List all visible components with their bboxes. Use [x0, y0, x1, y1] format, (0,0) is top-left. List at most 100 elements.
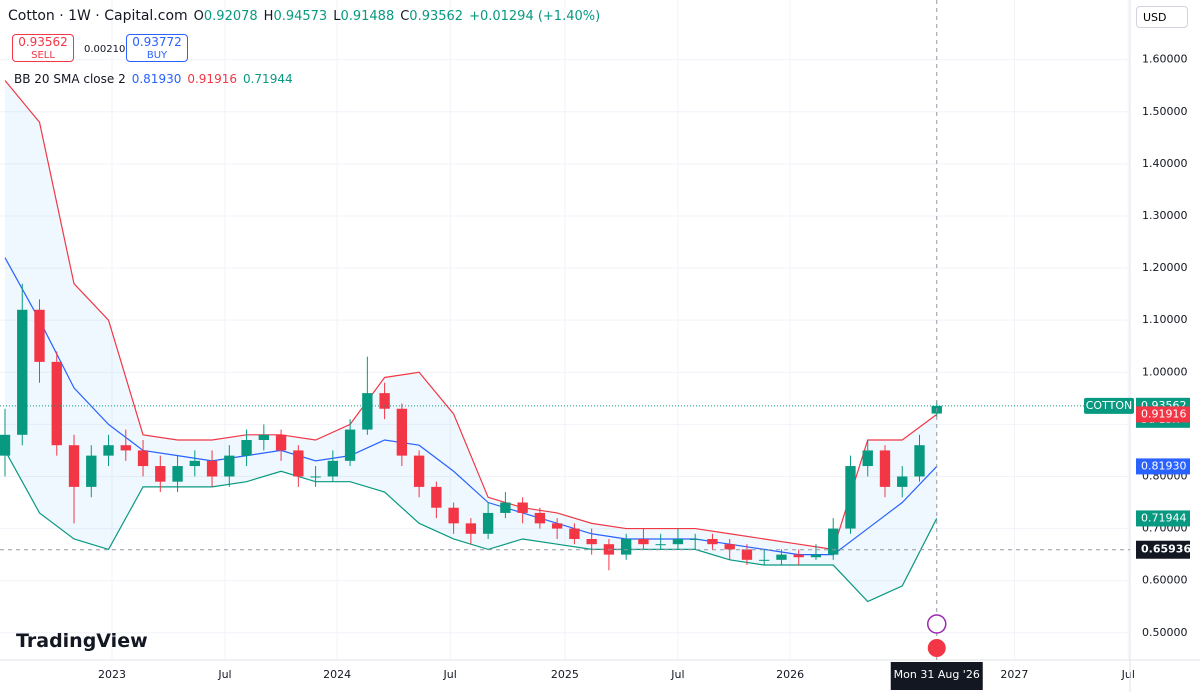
crosshair-date-text: Mon 31 Aug '26 — [894, 668, 980, 681]
candle-body — [638, 538, 649, 545]
event-icon — [927, 639, 946, 657]
x-tick-label: Jul — [670, 668, 684, 681]
x-tick-label: 2023 — [98, 668, 126, 681]
candle-body — [172, 466, 183, 482]
symbol-tag — [1084, 397, 1134, 414]
candle-body — [17, 309, 28, 435]
candle-body — [724, 544, 735, 550]
ohlc-c: C0.93562 — [400, 9, 463, 24]
indicator-legend: BB 20 SMA close 2 0.81930 0.91916 0.7194… — [14, 72, 293, 86]
ohlc-key: O — [193, 8, 204, 24]
candle-body — [810, 554, 822, 558]
buy-label: BUY — [146, 50, 168, 61]
buy-price: 0.93772 — [132, 35, 182, 49]
candle-body — [793, 554, 804, 558]
candle-body — [344, 429, 356, 461]
candle-body — [206, 460, 218, 477]
x-tick-label: Jul — [1121, 668, 1135, 681]
candle-body — [776, 554, 787, 560]
crosshair-price-tag — [1136, 540, 1190, 559]
ohlc-key: H — [263, 8, 274, 24]
candle-body — [310, 476, 321, 478]
change: +0.01294 (+1.40%) — [469, 8, 601, 24]
ohlc-value: 0.92078 — [203, 8, 258, 24]
candle-body — [914, 445, 925, 477]
candle-body — [897, 476, 908, 487]
candle-body — [448, 507, 459, 524]
x-tick-label: 2026 — [776, 668, 804, 681]
y-tick-label: 1.20000 — [1142, 261, 1188, 274]
ohlc-value: 0.93562 — [409, 8, 464, 24]
candle-body — [655, 544, 666, 546]
crosshair-price-text: 0.65936 — [1141, 543, 1191, 556]
sell-price: 0.93562 — [18, 35, 68, 49]
candle-body — [828, 528, 839, 555]
ohlc-h: H0.94573 — [264, 9, 328, 24]
indicator-value: 0.81930 — [131, 72, 182, 86]
candle-body — [120, 445, 131, 451]
spread: 0.00210 — [84, 44, 126, 55]
candle-body — [137, 450, 149, 467]
price-tag — [1136, 510, 1190, 527]
candle-body — [482, 512, 494, 534]
candle-body — [293, 450, 304, 477]
candle-body — [500, 502, 511, 513]
ohlc-o: O0.92078 — [194, 9, 258, 24]
band-upper — [4, 80, 938, 551]
symbol-tag-text: COTTON — [1086, 399, 1132, 412]
symbol-title: Cotton · 1W · Capital.com — [8, 8, 188, 24]
candle-body — [431, 486, 442, 508]
candle-body — [155, 466, 166, 482]
candle-body — [241, 440, 252, 456]
ohlc-value: 0.91488 — [340, 8, 395, 24]
candle-body — [586, 538, 597, 545]
ohlc-value: 0.94573 — [273, 8, 328, 24]
candle-body — [224, 455, 235, 477]
price-tag-text: 0.91916 — [1141, 407, 1187, 420]
candle-body — [68, 445, 80, 487]
price-tag-text: 0.71944 — [1141, 511, 1187, 524]
currency-select[interactable]: USD — [1136, 6, 1188, 28]
candle-body — [534, 512, 546, 524]
ohlc-key: C — [400, 8, 410, 24]
candle-body — [551, 523, 563, 529]
candle-body — [51, 361, 62, 446]
brand: TradingView — [16, 630, 148, 652]
candle-body — [759, 559, 770, 561]
indicator-value: 0.71944 — [242, 72, 293, 86]
y-tick-label: 1.40000 — [1142, 157, 1188, 170]
price-tag — [1136, 458, 1190, 475]
crosshair-date-tag — [890, 662, 983, 690]
candle-body — [275, 434, 287, 451]
candle-body — [327, 460, 339, 477]
candle-body — [103, 445, 114, 456]
ohlc-key: L — [333, 8, 341, 24]
candle-body — [672, 538, 684, 545]
candle-body — [258, 434, 269, 440]
x-tick-label: Jul — [217, 668, 231, 681]
y-tick-label: 1.60000 — [1142, 53, 1188, 66]
y-tick-label: 0.60000 — [1142, 574, 1188, 587]
candle-body — [862, 450, 873, 467]
buy-button[interactable]: 0.93772 BUY — [126, 34, 188, 62]
candle-body — [707, 538, 718, 545]
y-tick-label: 1.30000 — [1142, 209, 1188, 222]
x-tick-label: 2024 — [323, 668, 351, 681]
candle-body — [879, 450, 891, 487]
price-tag-text: 0.81930 — [1141, 459, 1187, 472]
y-tick-label: 1.50000 — [1142, 105, 1188, 118]
x-tick-label: Jul — [443, 668, 457, 681]
sell-button[interactable]: 0.93562 SELL — [12, 34, 74, 62]
candle-body — [620, 538, 632, 555]
candle-body — [517, 502, 528, 513]
indicator-name: BB 20 SMA close 2 — [14, 72, 126, 86]
y-tick-label: 0.50000 — [1142, 626, 1188, 639]
candle-body — [569, 528, 580, 539]
price-tag — [1136, 406, 1190, 423]
candle-body — [34, 309, 45, 362]
header: Cotton · 1W · Capital.com O0.92078 H0.94… — [8, 8, 600, 24]
x-tick-label: 2027 — [1000, 668, 1028, 681]
y-tick-label: 1.00000 — [1142, 365, 1188, 378]
